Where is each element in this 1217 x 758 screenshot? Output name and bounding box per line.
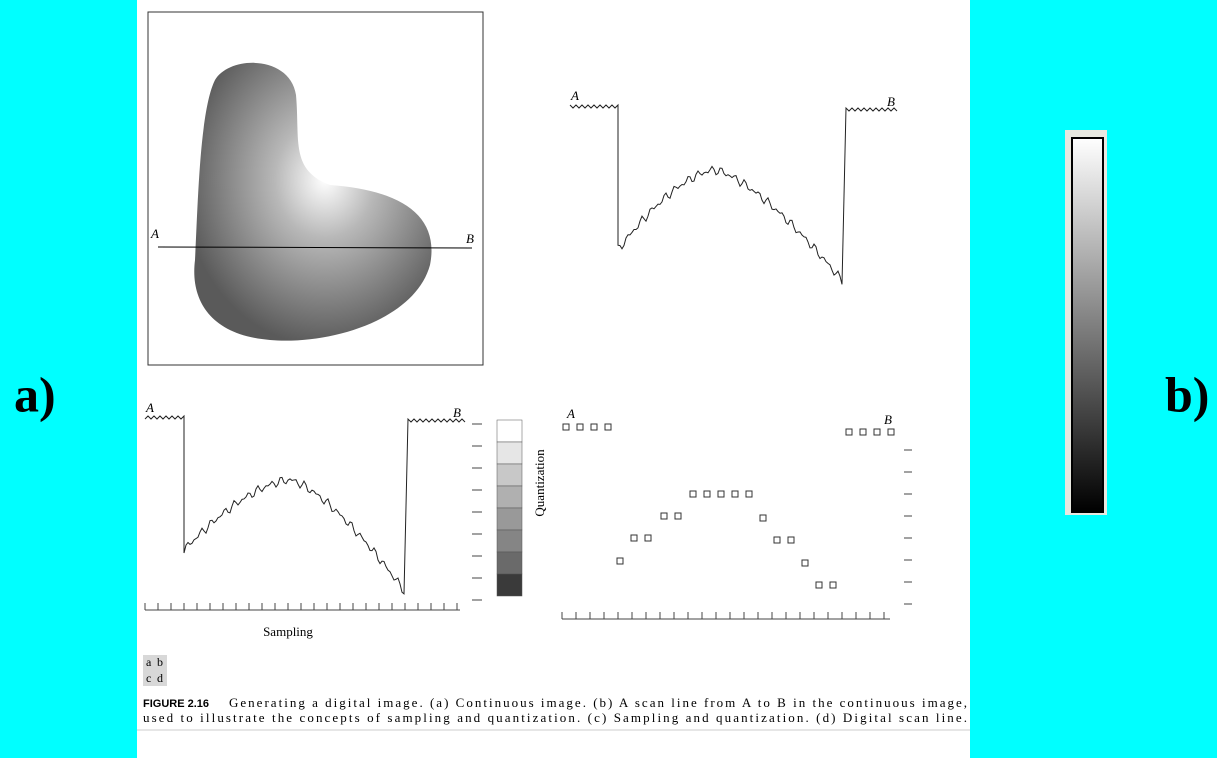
- label-b: B: [466, 231, 474, 246]
- sample: [704, 491, 710, 497]
- sample: [617, 558, 623, 564]
- sample: [591, 424, 597, 430]
- sample: [760, 515, 766, 521]
- label-a: A: [566, 406, 575, 421]
- caption-line: used to illustrate the concepts of sampl…: [143, 710, 967, 725]
- sample: [888, 429, 894, 435]
- key: c: [146, 671, 151, 685]
- left-label: a): [14, 366, 56, 422]
- sample: [605, 424, 611, 430]
- ramp-bar: [1072, 138, 1103, 512]
- sample: [860, 429, 866, 435]
- caption-number: FIGURE 2.16: [143, 698, 209, 710]
- sample: [816, 582, 822, 588]
- label-b: B: [453, 405, 461, 420]
- gray-level: [497, 464, 522, 486]
- label-b: B: [884, 412, 892, 427]
- sample: [788, 537, 794, 543]
- panel-key: a b c d: [143, 655, 167, 686]
- gray-level: [497, 486, 522, 508]
- gray-level: [497, 508, 522, 530]
- key: d: [157, 671, 163, 685]
- label-a: A: [150, 226, 159, 241]
- sample: [802, 560, 808, 566]
- caption: FIGURE 2.16 Generating a digital image. …: [137, 695, 970, 730]
- key: a: [146, 655, 152, 669]
- gray-ramp: [1065, 130, 1107, 515]
- gray-level: [497, 442, 522, 464]
- gray-level: [497, 574, 522, 596]
- label-a: A: [570, 88, 579, 103]
- sample: [732, 491, 738, 497]
- sample: [874, 429, 880, 435]
- sample: [746, 491, 752, 497]
- key: b: [157, 655, 163, 669]
- gray-level: [497, 552, 522, 574]
- y-axis-label: Quantization: [532, 449, 547, 517]
- right-label: b): [1165, 366, 1209, 422]
- sample: [846, 429, 852, 435]
- label-b: B: [887, 94, 895, 109]
- sample: [661, 513, 667, 519]
- sample: [690, 491, 696, 497]
- sample: [675, 513, 681, 519]
- sample: [563, 424, 569, 430]
- sample: [631, 535, 637, 541]
- sample: [577, 424, 583, 430]
- sample: [645, 535, 651, 541]
- gray-level: [497, 530, 522, 552]
- x-axis-label: Sampling: [263, 624, 313, 639]
- gray-level: [497, 420, 522, 442]
- slide: a) b) A B A B A B Sampling Quantization …: [0, 0, 1217, 758]
- sample: [718, 491, 724, 497]
- sample: [830, 582, 836, 588]
- sample: [774, 537, 780, 543]
- label-a: A: [145, 400, 154, 415]
